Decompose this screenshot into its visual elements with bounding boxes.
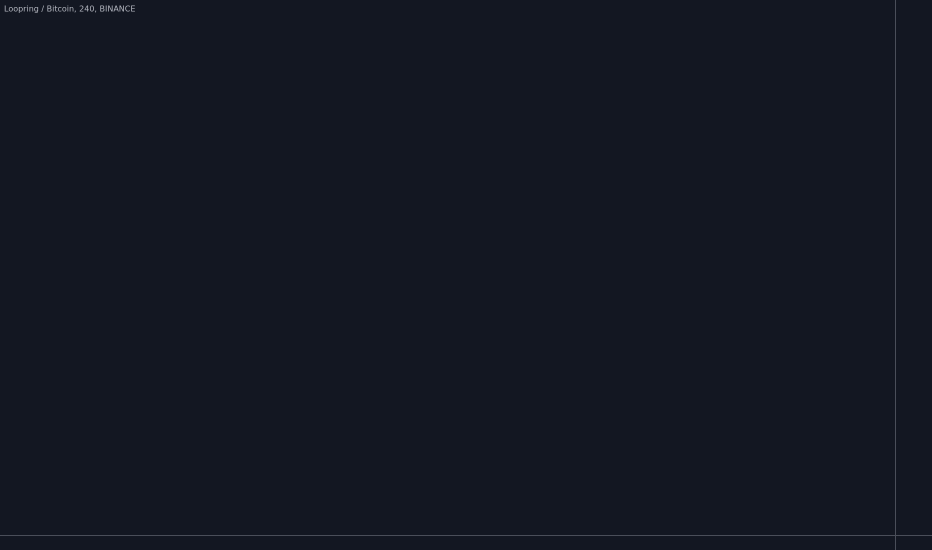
chart-title: Loopring / Bitcoin, 240, BINANCE [4,5,135,14]
